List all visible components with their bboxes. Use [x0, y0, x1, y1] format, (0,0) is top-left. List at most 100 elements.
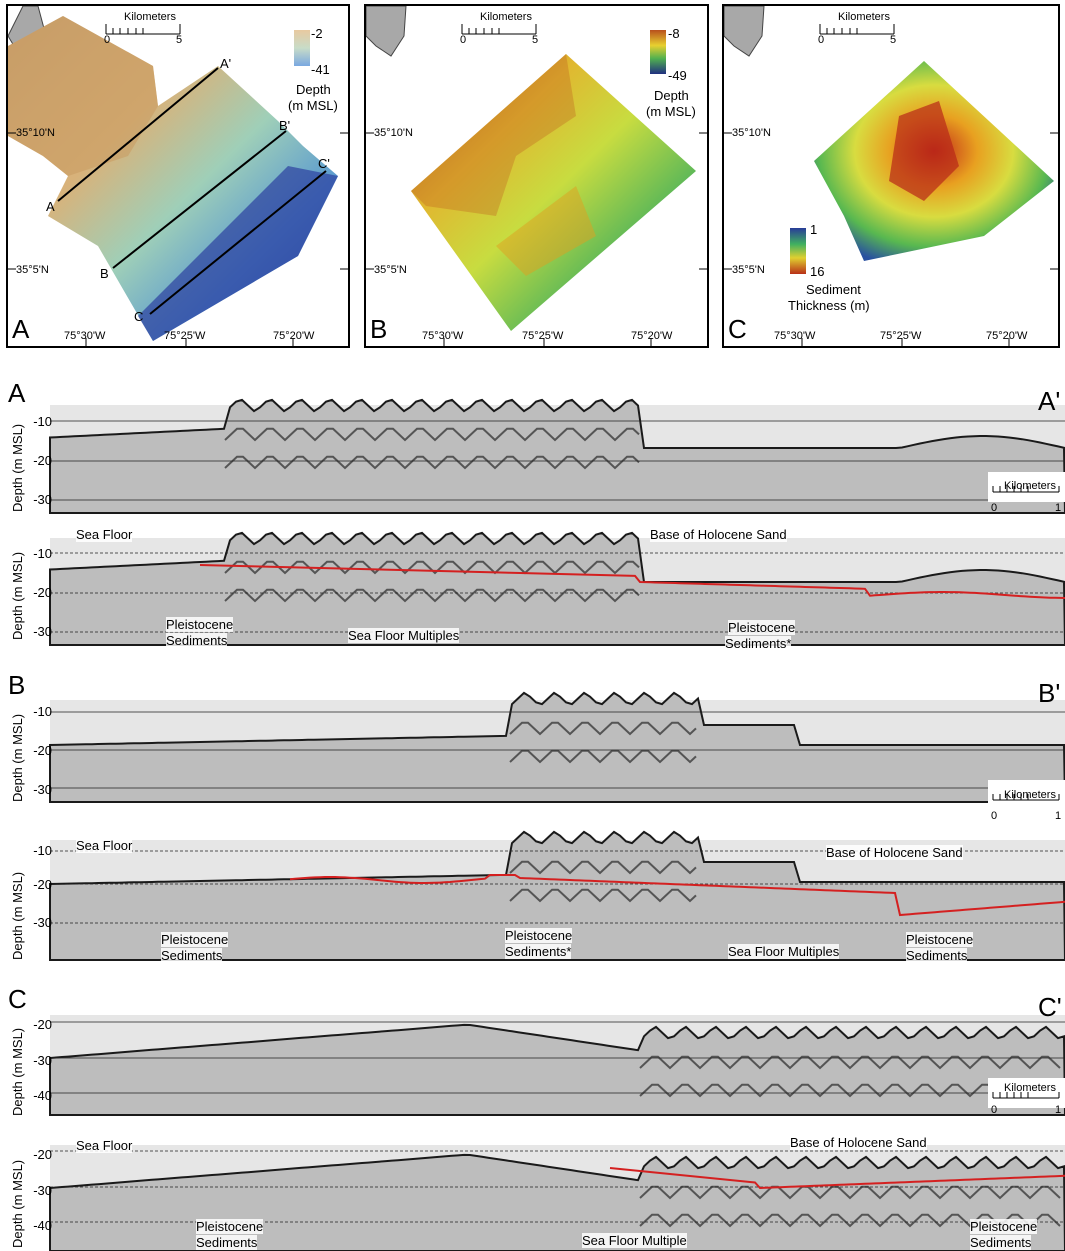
annotation-multiples: Sea Floor Multiple [582, 1233, 687, 1248]
annotation-pleistocene: Sediments [970, 1235, 1032, 1250]
y-axis-label: Depth (m MSL) [10, 1159, 25, 1248]
line-label-c-prime: C' [318, 156, 330, 171]
sea-floor-multiple [639, 1055, 1061, 1070]
lon-label: 75°30'W [64, 330, 106, 342]
annotation-pleistocene: Pleistocene [505, 928, 573, 943]
lon-label: 75°30'W [422, 330, 464, 342]
profile-start-label: C [8, 984, 27, 1014]
line-label-b-prime: B' [279, 118, 291, 133]
colorbar-label-units: (m MSL) [646, 104, 696, 119]
sea-floor-multiple [509, 721, 697, 736]
profile-start-label: A [8, 378, 26, 408]
line-label-a-prime: A' [220, 56, 232, 71]
colorbar-min-label: 16 [810, 264, 825, 279]
scalebar-max: 1 [1055, 1104, 1062, 1116]
depth-tick: -10 [33, 546, 52, 561]
colorbar-label-units: (m MSL) [288, 98, 338, 113]
scalebar-min: 0 [991, 1104, 998, 1116]
scalebar-max: 5 [532, 34, 539, 46]
profile-end-label: B' [1038, 678, 1061, 708]
annotation-pleistocene: Sediments* [725, 636, 792, 651]
scalebar-min: 0 [991, 502, 998, 514]
lat-label: 35°10'N [732, 127, 771, 139]
scalebar-max: 1 [1055, 810, 1062, 822]
lat-label: 35°10'N [374, 127, 413, 139]
annotation-sea-floor: Sea Floor [76, 838, 133, 853]
coastline [724, 6, 765, 57]
scalebar-title: Kilometers [838, 11, 890, 23]
depth-tick: -30 [33, 782, 52, 797]
scalebar-title: Kilometers [1004, 1082, 1056, 1094]
scalebar-max: 5 [890, 34, 897, 46]
bathymetry-map-b [366, 6, 707, 346]
sea-floor-multiple [224, 455, 640, 470]
annotation-base-holocene: Base of Holocene Sand [650, 527, 787, 542]
annotation-sea-floor: Sea Floor [76, 527, 133, 542]
depth-tick: -10 [33, 414, 52, 429]
annotation-multiples: Sea Floor Multiples [728, 944, 840, 959]
scalebar-b [461, 24, 537, 35]
colorbar-max-label: 1 [810, 222, 818, 237]
annotation-pleistocene: Pleistocene [906, 932, 974, 947]
lon-label: 75°30'W [774, 330, 816, 342]
seismic-section [50, 405, 1065, 513]
depth-tick: -30 [33, 492, 52, 507]
annotation-pleistocene: Sediments [196, 1235, 258, 1250]
colorbar-min-label: -41 [311, 62, 330, 77]
panel-label: A [12, 314, 30, 344]
profile-end-label: C' [1038, 992, 1062, 1022]
lon-label: 75°20'W [986, 330, 1028, 342]
lon-label: 75°25'W [164, 330, 206, 342]
annotation-multiples: Sea Floor Multiples [348, 628, 460, 643]
lat-label: 35°5'N [374, 264, 407, 276]
depth-tick: -20 [33, 1017, 52, 1032]
sea-floor-multiple [639, 1083, 1061, 1098]
scalebar-title: Kilometers [124, 11, 176, 23]
annotation-pleistocene: Sediments* [505, 944, 572, 959]
base-of-holocene-sand-line [199, 564, 1065, 599]
bathymetry-map-a [8, 6, 348, 346]
sea-floor-reflector [49, 1023, 1065, 1116]
annotation-base-holocene: Base of Holocene Sand [826, 845, 963, 860]
annotation-pleistocene: Pleistocene [196, 1219, 264, 1234]
sea-floor-multiple [224, 588, 640, 603]
sea-floor-multiple [639, 1185, 1061, 1200]
sea-floor-multiple [224, 427, 640, 442]
depth-tick: -40 [33, 1088, 52, 1103]
map-panel-c: Kilometers 0 5 1 16 Sediment Thickness (… [722, 4, 1060, 348]
sea-floor-multiple [509, 860, 697, 875]
annotation-base-holocene: Base of Holocene Sand [790, 1135, 927, 1150]
colorbar-min-label: -49 [668, 68, 687, 83]
scalebar-min: 0 [104, 34, 111, 46]
depth-tick: -10 [33, 704, 52, 719]
sea-floor-multiple [509, 749, 697, 764]
scalebar-title: Kilometers [1004, 789, 1056, 801]
map-panel-b: Kilometers 0 5 -8 -49 Depth (m MSL) 35°1… [364, 4, 709, 348]
depth-tick: -30 [33, 1183, 52, 1198]
scalebar-max: 1 [1055, 502, 1062, 514]
annotation-pleistocene: Pleistocene [161, 932, 229, 947]
coastline [366, 6, 407, 57]
scalebar-title: Kilometers [1004, 480, 1056, 492]
map-panel-a: Kilometers 0 5 -2 -41 Depth (m MSL) 35°1… [6, 4, 350, 348]
depth-tick: -30 [33, 1053, 52, 1068]
scalebar-max: 5 [176, 34, 183, 46]
depth-tick: -10 [33, 843, 52, 858]
depth-tick: -30 [33, 915, 52, 930]
colorbar-b [650, 30, 666, 74]
colorbar-max-label: -8 [668, 26, 680, 41]
panel-label: B [370, 314, 388, 344]
colorbar-c [790, 228, 806, 274]
line-label-a: A [46, 199, 55, 214]
colorbar-a [294, 30, 310, 66]
sea-floor-multiple [224, 560, 640, 575]
scalebar-c [819, 24, 895, 35]
annotation-sea-floor: Sea Floor [76, 1138, 133, 1153]
annotation-pleistocene: Pleistocene [728, 620, 796, 635]
scalebar-min: 0 [460, 34, 467, 46]
lon-label: 75°25'W [880, 330, 922, 342]
annotation-pleistocene: Sediments [906, 948, 968, 963]
colorbar-max-label: -2 [311, 26, 323, 41]
depth-tick: -20 [33, 453, 52, 468]
annotation-pleistocene: Pleistocene [970, 1219, 1038, 1234]
